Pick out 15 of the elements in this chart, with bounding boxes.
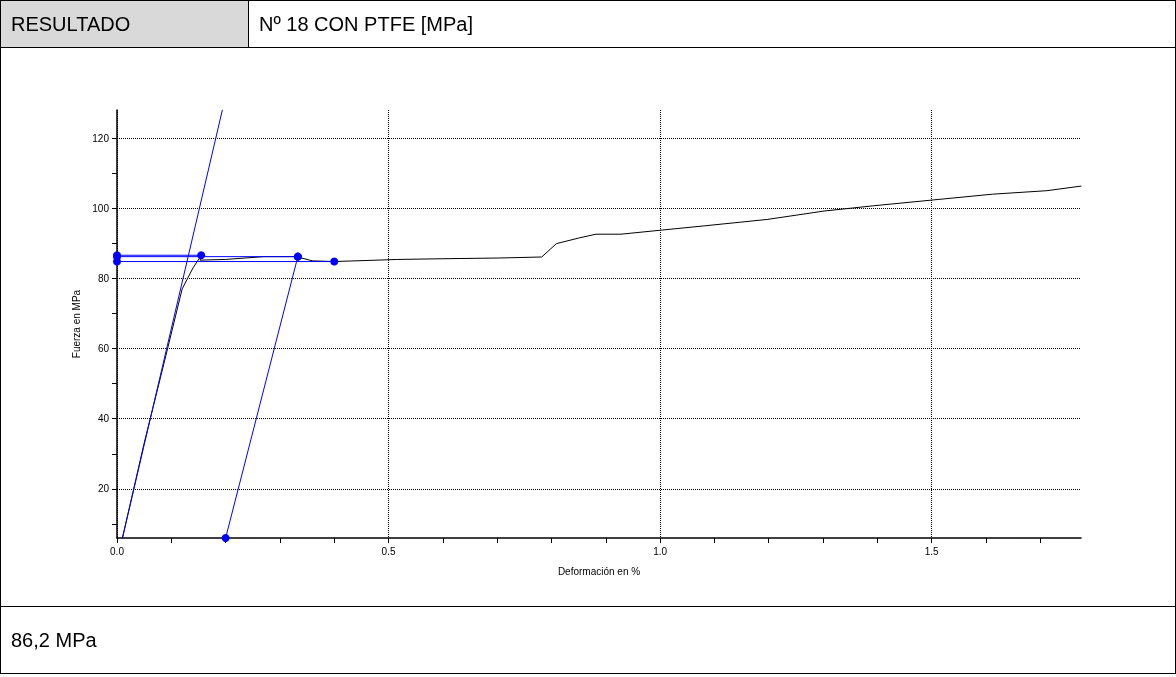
- chart-subtitle: Nº 18 CON PTFE [MPa]: [248, 0, 1176, 48]
- y-tick-label: 120: [92, 132, 110, 144]
- x-tick-label: 0.5: [381, 545, 396, 557]
- x-tick-label: 0.0: [110, 545, 125, 557]
- y-tick-label: 40: [97, 413, 110, 425]
- x-axis-title: Deformación en %: [557, 565, 641, 577]
- x-tick-label: 1.5: [924, 545, 940, 557]
- y-tick-label: 60: [97, 343, 110, 355]
- x-tick-label: 1.0: [653, 545, 668, 557]
- chart-title: RESULTADO: [0, 0, 249, 48]
- y-tick-label: 20: [97, 483, 110, 495]
- y-tick-label: 80: [97, 272, 110, 284]
- y-tick-label: 100: [92, 202, 110, 214]
- text: 86,2 MPa: [11, 628, 97, 651]
- y-axis-title: Fuerza en MPa: [70, 289, 82, 359]
